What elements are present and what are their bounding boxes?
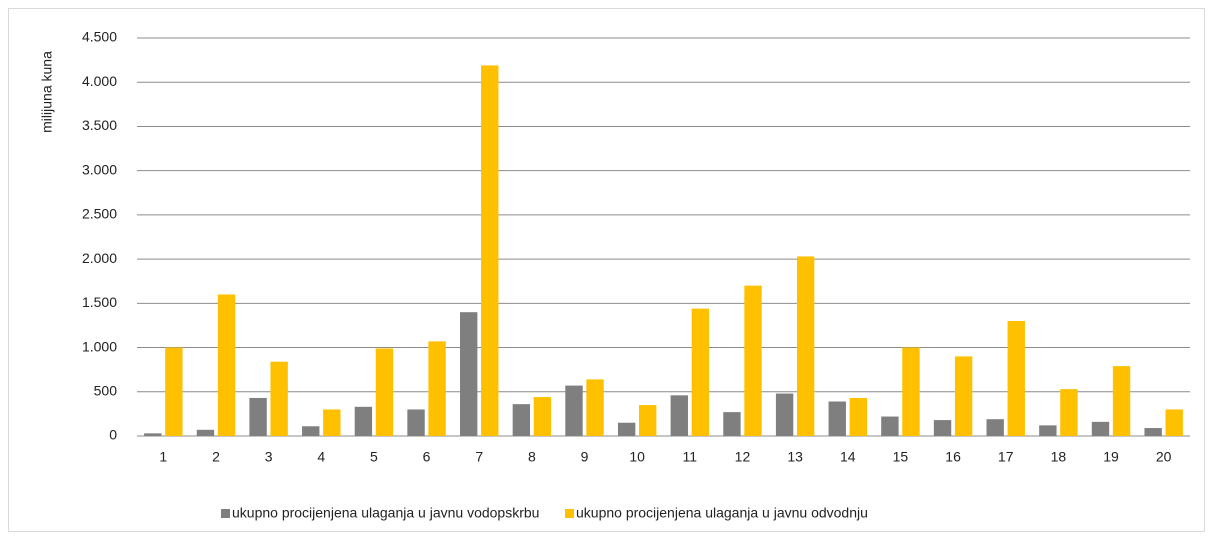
bar: [1007, 321, 1025, 436]
bar: [565, 385, 583, 436]
bar: [586, 379, 604, 436]
x-tick-label: 20: [1156, 449, 1172, 465]
y-tick-label: 0: [109, 427, 117, 443]
bar: [1144, 428, 1162, 436]
y-tick-label: 500: [94, 382, 118, 398]
bar: [165, 347, 183, 436]
bar: [407, 409, 425, 436]
x-tick-label: 9: [581, 449, 589, 465]
bar: [902, 347, 920, 436]
x-tick-label: 1: [159, 449, 167, 465]
legend-label: ukupno procijenjena ulaganja u javnu vod…: [232, 505, 539, 521]
x-tick-label: 7: [475, 449, 483, 465]
x-tick-label: 13: [787, 449, 803, 465]
y-tick-label: 2.500: [82, 206, 117, 222]
y-tick-label: 1.000: [82, 338, 117, 354]
bar: [460, 312, 478, 436]
y-axis-label: milijuna kuna: [39, 51, 55, 133]
bar: [217, 294, 236, 436]
bar: [723, 412, 741, 436]
x-tick-label: 11: [683, 449, 698, 465]
y-tick-label: 3.000: [82, 161, 117, 177]
x-tick-label: 6: [423, 449, 431, 465]
legend-swatch: [565, 509, 574, 518]
bar: [270, 361, 288, 436]
bar: [1165, 409, 1183, 436]
bar: [1112, 366, 1131, 436]
chart-border: [8, 8, 1205, 532]
x-tick-label: 14: [840, 449, 856, 465]
bar: [849, 397, 867, 436]
bar: [1039, 425, 1057, 436]
y-tick-label: 4.000: [82, 73, 117, 89]
bar: [428, 341, 446, 436]
bar: [249, 397, 267, 436]
x-tick-label: 3: [265, 449, 273, 465]
bar: [796, 256, 815, 436]
bar: [375, 348, 394, 436]
x-tick-label: 15: [893, 449, 909, 465]
bar: [954, 356, 973, 436]
x-tick-label: 18: [1051, 449, 1067, 465]
bar: [933, 420, 952, 436]
bar: [354, 406, 373, 436]
bar: [1060, 389, 1078, 436]
bar: [1091, 421, 1110, 436]
x-tick-label: 8: [528, 449, 536, 465]
x-tick-label: 19: [1103, 449, 1119, 465]
bar: [691, 308, 710, 436]
legend-swatch: [221, 509, 230, 518]
x-tick-label: 12: [735, 449, 751, 465]
bar: [617, 422, 636, 436]
y-tick-label: 4.500: [82, 29, 117, 45]
bar: [302, 426, 320, 436]
x-tick-label: 17: [998, 449, 1014, 465]
bar: [986, 419, 1004, 436]
x-tick-label: 10: [629, 449, 645, 465]
bar: [670, 395, 688, 436]
y-tick-label: 1.500: [82, 294, 117, 310]
bar: [639, 405, 657, 436]
x-tick-label: 5: [370, 449, 378, 465]
bar: [196, 429, 215, 436]
bar: [144, 433, 162, 436]
x-tick-label: 4: [317, 449, 325, 465]
legend-label: ukupno procijenjena ulaganja u javnu odv…: [576, 505, 868, 521]
bar: [323, 409, 341, 436]
bar: [512, 404, 531, 436]
bar: [828, 401, 846, 436]
bar: [744, 285, 762, 436]
bar: [481, 65, 499, 436]
bar: [881, 416, 899, 436]
y-tick-label: 2.000: [82, 250, 117, 266]
x-tick-label: 2: [212, 449, 220, 465]
x-tick-label: 16: [945, 449, 961, 465]
bar: [533, 397, 552, 436]
bar: [775, 393, 794, 436]
y-tick-label: 3.500: [82, 117, 117, 133]
